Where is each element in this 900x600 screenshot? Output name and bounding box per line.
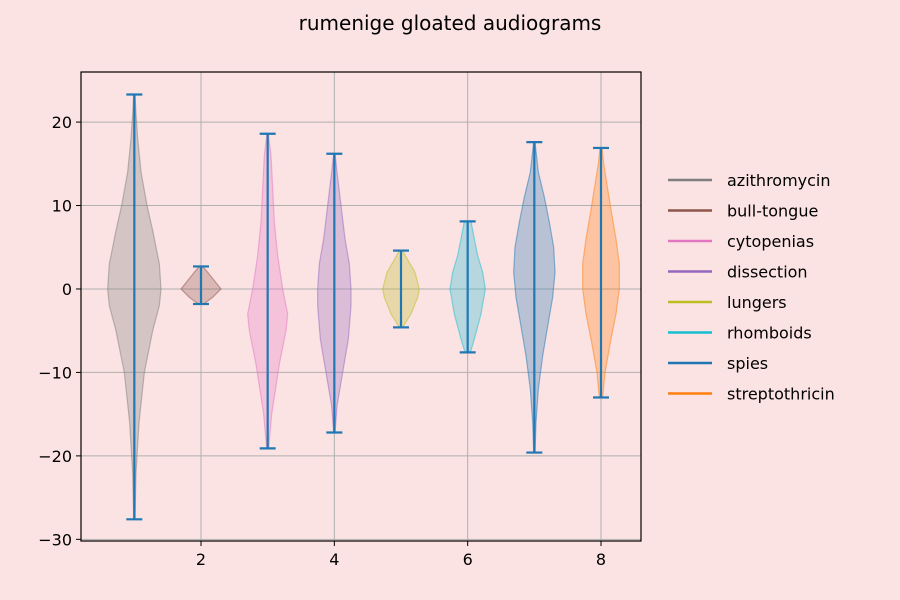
y-tick-label: −30: [38, 530, 72, 549]
x-tick-label: 2: [196, 550, 206, 569]
y-tick-label: −20: [38, 447, 72, 466]
grid: [81, 72, 641, 541]
x-tick-label: 8: [596, 550, 606, 569]
axes-frame: [80, 71, 642, 542]
legend-label-lungers: lungers: [727, 293, 787, 312]
y-tick-label: −10: [38, 363, 72, 382]
x-tick-label: 4: [329, 550, 339, 569]
plot-area: [81, 72, 641, 541]
legend-label-azithromycin: azithromycin: [727, 171, 831, 190]
legend: azithromycin bull-tongue cytopenias dissect…: [668, 171, 835, 404]
chart-title: rumenige gloated audiograms: [299, 11, 602, 35]
x-tick-label: 6: [463, 550, 473, 569]
legend-label-bull-tongue: bull-tongue: [727, 202, 818, 221]
legend-label-dissection: dissection: [727, 263, 808, 282]
legend-label-spies: spies: [727, 354, 768, 373]
legend-label-streptothricin: streptothricin: [727, 385, 835, 404]
legend-label-rhomboids: rhomboids: [727, 324, 812, 343]
stat-lines: [126, 93, 609, 521]
y-tick-label: 0: [62, 280, 72, 299]
y-tick-label: 20: [52, 113, 72, 132]
legend-label-cytopenias: cytopenias: [727, 232, 814, 251]
axes: 2 4 6 8 −30 −20 −10 0 10 20: [38, 71, 642, 569]
y-tick-label: 10: [52, 197, 72, 216]
